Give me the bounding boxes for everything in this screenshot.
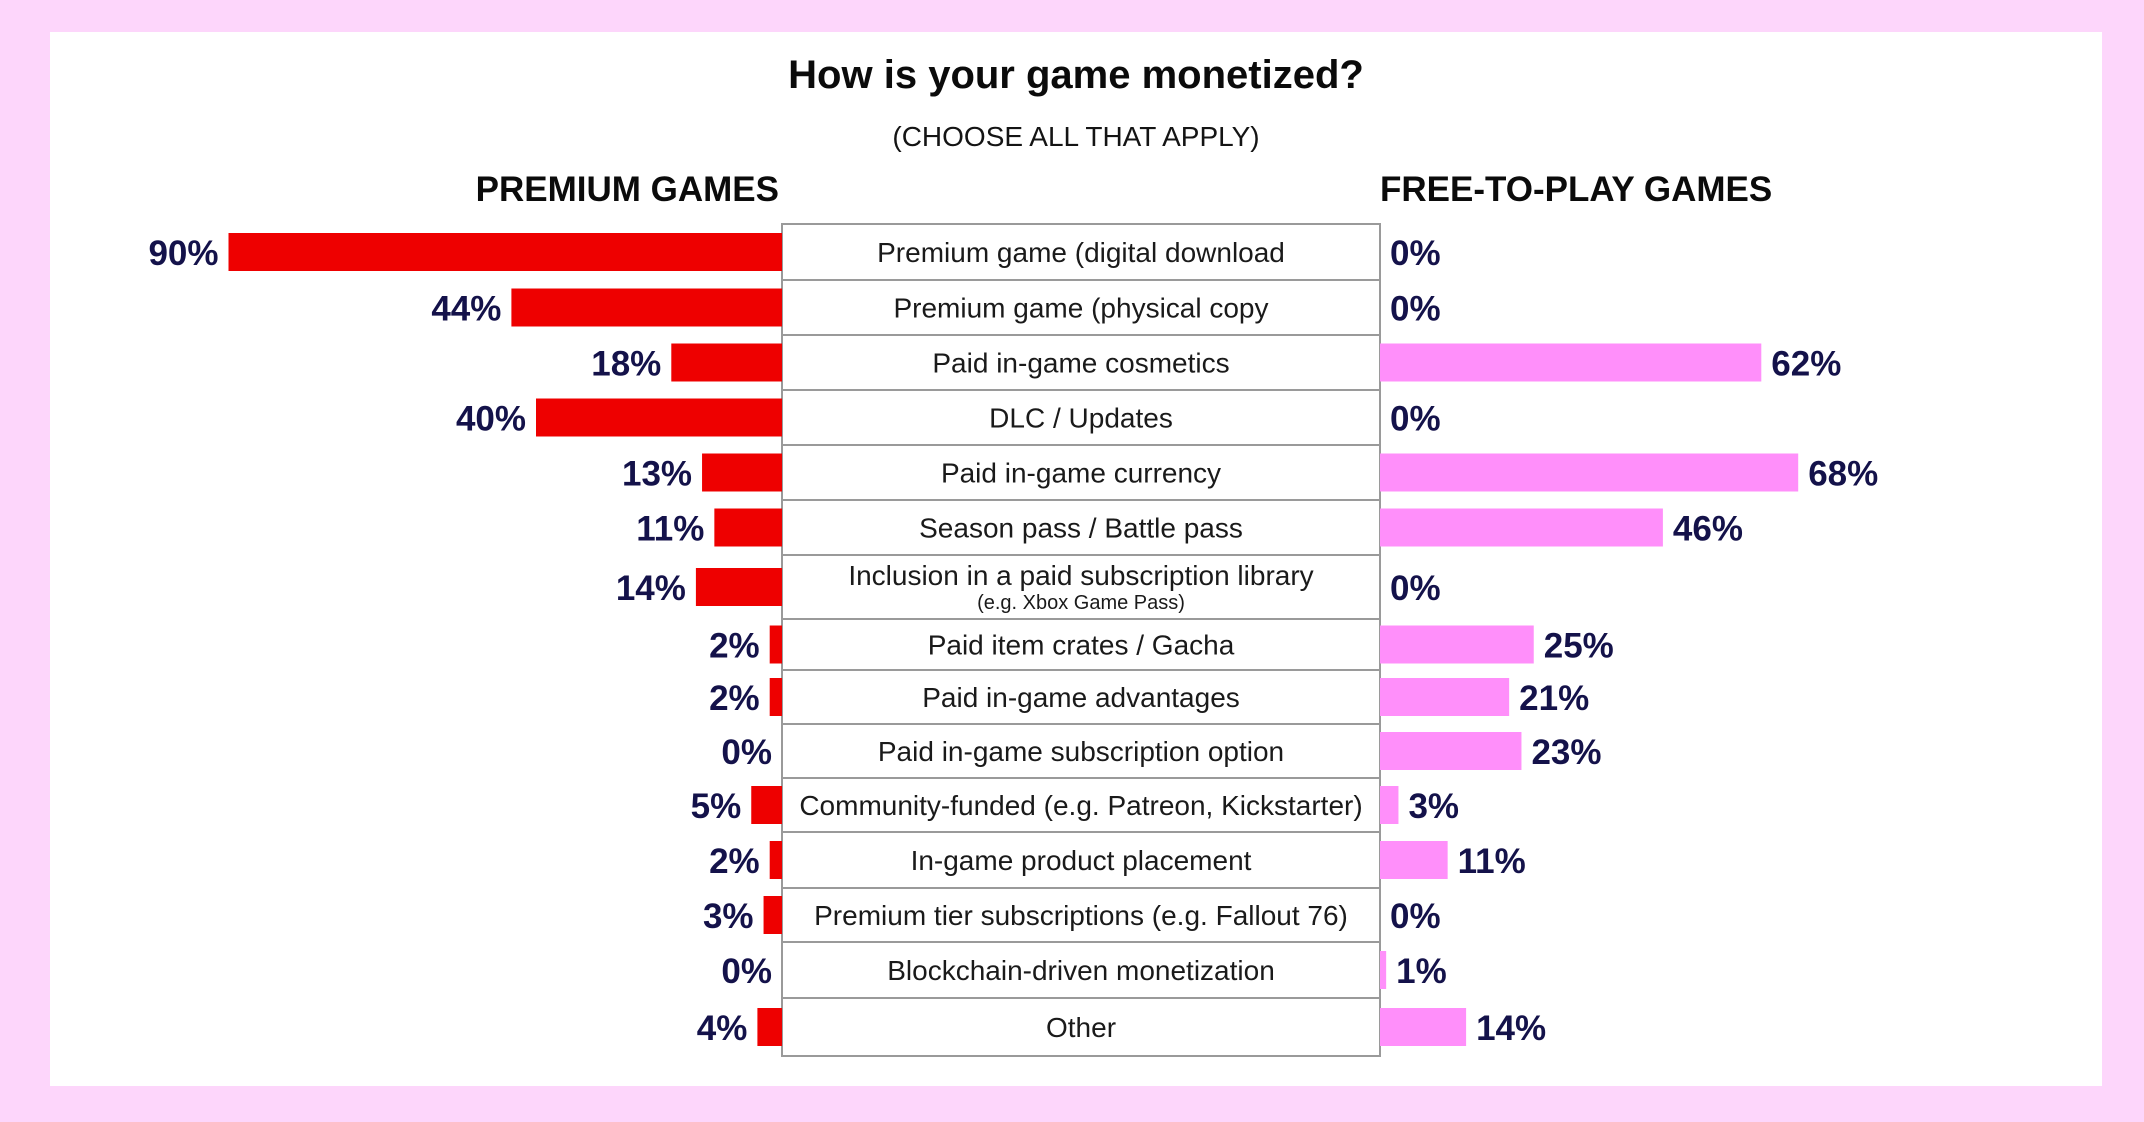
category-label: Premium tier subscriptions (e.g. Fallout… <box>814 900 1348 931</box>
chart-row: Premium game (digital download 90% 0% <box>148 233 1441 273</box>
chart-row: Paid in-game advantages 2% 21% <box>709 669 1589 718</box>
premium-value-label: 18% <box>591 345 661 384</box>
chart-row: Other 4% 14% <box>697 997 1546 1048</box>
premium-value-label: 4% <box>697 1009 748 1048</box>
chart-row: Season pass / Battle pass 11% 46% <box>636 499 1743 549</box>
free-to-play-bar <box>1380 951 1387 989</box>
premium-bar <box>769 678 782 716</box>
chart-subtitle: (CHOOSE ALL THAT APPLY) <box>892 121 1259 152</box>
category-label: Paid in-game currency <box>941 458 1221 489</box>
free-to-play-value-label: 0% <box>1390 569 1441 608</box>
chart-row: Blockchain-driven monetization 0% 1% <box>721 941 1447 991</box>
free-to-play-bar <box>1380 625 1534 664</box>
free-to-play-value-label: 3% <box>1408 787 1459 826</box>
premium-value-label: 90% <box>148 234 218 273</box>
category-label: Paid item crates / Gacha <box>928 630 1235 661</box>
premium-bar <box>536 398 782 437</box>
free-to-play-value-label: 0% <box>1390 290 1441 329</box>
free-to-play-value-label: 0% <box>1390 234 1441 273</box>
free-to-play-value-label: 11% <box>1458 842 1526 881</box>
free-to-play-value-label: 1% <box>1396 952 1447 991</box>
chart-row: Paid in-game currency 13% 68% <box>622 444 1878 494</box>
category-label: DLC / Updates <box>989 403 1173 434</box>
monetization-chart: How is your game monetized? (CHOOSE ALL … <box>148 53 1878 1057</box>
premium-value-label: 40% <box>456 400 526 439</box>
category-label: Community-funded (e.g. Patreon, Kickstar… <box>799 790 1362 821</box>
free-to-play-bar <box>1380 453 1799 492</box>
category-label: Paid in-game advantages <box>922 682 1240 713</box>
category-note: (e.g. Xbox Game Pass) <box>977 592 1185 614</box>
premium-value-label: 0% <box>721 952 772 991</box>
premium-value-label: 5% <box>691 787 742 826</box>
free-to-play-bar <box>1380 841 1448 879</box>
free-to-play-bar <box>1380 786 1399 824</box>
premium-bar <box>695 568 782 606</box>
premium-value-label: 14% <box>616 569 686 608</box>
chart-row: Paid in-game cosmetics 18% 62% <box>591 334 1841 384</box>
free-to-play-value-label: 21% <box>1519 679 1589 718</box>
chart-row: Paid item crates / Gacha 2% 25% <box>709 618 1614 666</box>
premium-value-label: 13% <box>622 455 692 494</box>
premium-bar <box>714 508 782 547</box>
premium-value-label: 2% <box>709 842 760 881</box>
chart-row: In-game product placement 2% 11% <box>709 831 1526 881</box>
premium-bar <box>769 841 782 879</box>
free-to-play-value-label: 68% <box>1808 455 1878 494</box>
premium-value-label: 0% <box>721 733 772 772</box>
free-to-play-bar <box>1380 343 1762 382</box>
premium-value-label: 3% <box>703 897 754 936</box>
category-label: Paid in-game cosmetics <box>932 348 1229 379</box>
chart-title: How is your game monetized? <box>788 53 1364 97</box>
category-label: Inclusion in a paid subscription library <box>848 560 1313 591</box>
category-label: Premium game (physical copy <box>893 293 1268 324</box>
free-to-play-value-label: 0% <box>1390 897 1441 936</box>
premium-bar <box>511 288 782 327</box>
free-to-play-value-label: 0% <box>1390 400 1441 439</box>
free-to-play-bar <box>1380 732 1522 770</box>
premium-bar <box>228 233 782 271</box>
category-label: Paid in-game subscription option <box>878 736 1284 767</box>
chart-row: Premium game (physical copy 44% 0% <box>431 279 1441 329</box>
category-label: Season pass / Battle pass <box>919 513 1243 544</box>
free-to-play-value-label: 23% <box>1531 733 1601 772</box>
premium-bar <box>751 786 782 824</box>
free-to-play-bar <box>1380 1008 1467 1046</box>
premium-bar <box>671 343 782 382</box>
chart-row: DLC / Updates 40% 0% <box>456 389 1441 439</box>
premium-bar <box>757 1008 782 1046</box>
chart-row: Paid in-game subscription option 0% 23% <box>721 723 1602 772</box>
free-to-play-bar <box>1380 508 1663 547</box>
premium-games-label: PREMIUM GAMES <box>476 170 779 209</box>
premium-bar <box>763 896 782 934</box>
premium-value-label: 2% <box>709 627 760 666</box>
chart-row: Community-funded (e.g. Patreon, Kickstar… <box>691 777 1459 826</box>
free-to-play-value-label: 46% <box>1673 510 1743 549</box>
chart-row: Premium tier subscriptions (e.g. Fallout… <box>703 887 1441 936</box>
chart-card: How is your game monetized? (CHOOSE ALL … <box>50 32 2102 1086</box>
category-label: Premium game (digital download <box>877 237 1285 268</box>
category-label: Other <box>1046 1012 1116 1043</box>
premium-value-label: 2% <box>709 679 760 718</box>
premium-value-label: 44% <box>431 290 501 329</box>
free-to-play-value-label: 62% <box>1771 345 1841 384</box>
category-label: In-game product placement <box>911 845 1252 876</box>
free-to-play-value-label: 14% <box>1476 1009 1546 1048</box>
free-to-play-games-label: FREE-TO-PLAY GAMES <box>1380 170 1772 209</box>
category-table-border <box>781 223 1381 1057</box>
free-to-play-bar <box>1380 678 1510 716</box>
premium-bar <box>769 625 782 664</box>
chart-row: Inclusion in a paid subscription library… <box>616 554 1441 614</box>
premium-bar <box>702 453 782 492</box>
free-to-play-value-label: 25% <box>1544 627 1614 666</box>
category-label: Blockchain-driven monetization <box>887 955 1275 986</box>
premium-value-label: 11% <box>636 510 704 549</box>
